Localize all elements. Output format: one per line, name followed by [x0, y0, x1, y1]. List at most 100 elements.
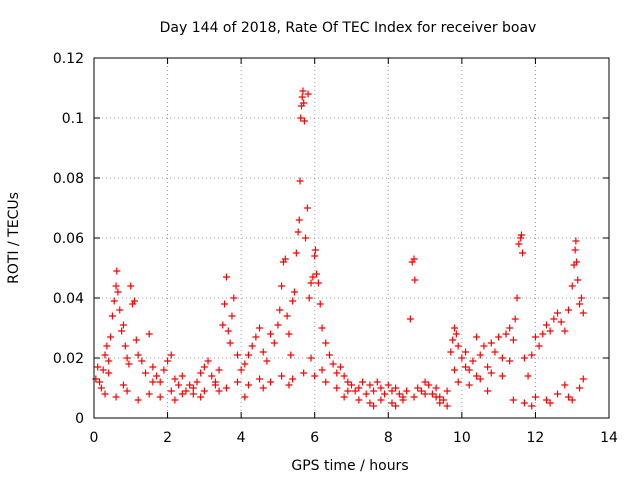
data-point: [221, 300, 229, 308]
data-points: [92, 87, 587, 410]
data-point: [138, 357, 146, 365]
data-point: [388, 387, 396, 395]
data-point: [462, 348, 470, 356]
data-point: [287, 351, 295, 359]
data-point: [200, 363, 208, 371]
data-point: [119, 321, 127, 329]
data-point: [411, 276, 419, 284]
data-point: [443, 402, 451, 410]
data-point: [561, 327, 569, 335]
data-point: [222, 273, 230, 281]
x-tick-label: 4: [237, 430, 246, 446]
data-point: [568, 282, 576, 290]
data-point: [509, 336, 517, 344]
data-point: [577, 294, 585, 302]
data-point: [439, 396, 447, 404]
data-point: [414, 384, 422, 392]
data-point: [348, 381, 355, 389]
data-point: [528, 402, 536, 410]
data-point: [318, 324, 326, 332]
data-point: [480, 342, 488, 350]
data-point: [340, 372, 348, 380]
y-tick-label: 0.06: [53, 231, 84, 247]
data-point: [406, 315, 414, 323]
x-tick-label: 8: [384, 430, 393, 446]
data-point: [392, 402, 400, 410]
data-point: [366, 381, 374, 389]
y-tick-label: 0.1: [62, 111, 84, 127]
y-tick-label: 0.12: [53, 51, 84, 67]
data-point: [316, 300, 324, 308]
data-point: [531, 333, 539, 341]
x-tick-label: 2: [163, 430, 172, 446]
data-point: [436, 399, 444, 407]
data-point: [520, 399, 528, 407]
data-point: [542, 396, 550, 404]
data-point: [245, 351, 252, 359]
data-point: [302, 234, 310, 242]
data-point: [443, 387, 451, 395]
data-point: [333, 384, 341, 392]
y-tick-label: 0: [75, 411, 84, 427]
data-point: [116, 306, 124, 314]
data-point: [318, 366, 326, 374]
data-point: [311, 252, 319, 260]
data-point: [226, 339, 234, 347]
data-point: [297, 114, 305, 122]
data-point: [395, 390, 403, 398]
data-point: [222, 384, 230, 392]
data-point: [473, 333, 481, 341]
data-point: [366, 399, 374, 407]
data-point: [208, 372, 216, 380]
data-point: [579, 309, 587, 317]
data-point: [283, 312, 291, 320]
data-point: [340, 393, 348, 401]
data-point: [428, 390, 436, 398]
data-point: [454, 342, 462, 350]
data-point: [384, 381, 392, 389]
data-point: [289, 297, 297, 305]
data-point: [156, 393, 164, 401]
data-point: [224, 327, 232, 335]
data-point: [230, 294, 238, 302]
data-point: [285, 330, 293, 338]
data-point: [145, 390, 153, 398]
data-point: [325, 351, 333, 359]
data-point: [311, 372, 319, 380]
data-point: [571, 246, 579, 254]
data-point: [193, 378, 201, 386]
data-point: [101, 351, 109, 359]
data-point: [515, 240, 523, 248]
y-tick-label: 0.04: [53, 291, 84, 307]
data-point: [542, 321, 550, 329]
data-point: [311, 246, 319, 254]
data-point: [377, 384, 385, 392]
data-point: [215, 387, 223, 395]
data-point: [373, 378, 381, 386]
data-point: [355, 396, 363, 404]
y-tick-label: 0.08: [53, 171, 84, 187]
data-point: [520, 354, 528, 362]
data-point: [425, 381, 433, 389]
data-point: [290, 288, 298, 296]
data-point: [502, 330, 510, 338]
data-point: [550, 315, 558, 323]
data-point: [359, 378, 367, 386]
data-point: [572, 237, 580, 245]
data-point: [307, 354, 315, 362]
data-point: [421, 378, 429, 386]
data-point: [276, 306, 284, 314]
data-point: [105, 369, 113, 377]
x-tick-label: 6: [310, 430, 319, 446]
data-point: [248, 342, 256, 350]
data-point: [112, 393, 120, 401]
data-point: [97, 384, 105, 392]
data-point: [263, 357, 271, 365]
data-point: [546, 327, 554, 335]
data-point: [307, 279, 315, 287]
data-point: [362, 390, 370, 398]
data-point: [149, 378, 157, 386]
data-point: [241, 360, 249, 368]
data-point: [289, 375, 297, 383]
